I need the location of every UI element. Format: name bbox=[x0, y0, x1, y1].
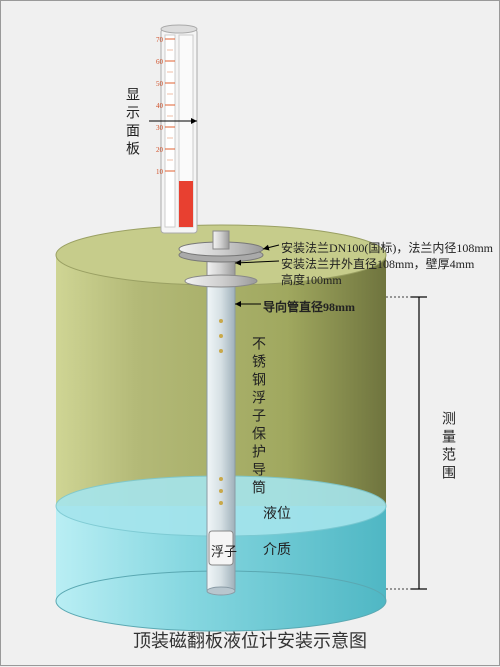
float-label: 浮子 bbox=[211, 541, 237, 560]
medium-label: 介质 bbox=[263, 539, 291, 559]
neck-height-label: 高度100mm bbox=[281, 271, 342, 288]
svg-text:10: 10 bbox=[156, 168, 164, 176]
svg-text:20: 20 bbox=[156, 146, 164, 154]
diagram-canvas: 70 60 50 40 30 20 10 显示面板 安装法兰DN100(国标)，法兰内径10… bbox=[1, 1, 499, 665]
svg-text:30: 30 bbox=[156, 124, 164, 132]
svg-text:50: 50 bbox=[156, 80, 164, 88]
svg-text:60: 60 bbox=[156, 58, 164, 66]
flange-spec-label: 安装法兰DN100(国标)，法兰内径108mm bbox=[281, 239, 493, 256]
guide-dia-label: 导向管直径98mm bbox=[263, 298, 355, 315]
neck-spec-label: 安装法兰井外直径108mm，壁厚4mm bbox=[281, 255, 474, 272]
svg-text:70: 70 bbox=[156, 36, 164, 44]
display-panel-label: 显示面板 bbox=[121, 87, 141, 159]
protect-tube-label: 不锈钢浮子保护导筒 bbox=[247, 336, 267, 498]
range-label: 测量范围 bbox=[437, 411, 457, 483]
liquid-level-label: 液位 bbox=[263, 503, 291, 523]
figure-caption: 顶装磁翻板液位计安装示意图 bbox=[1, 627, 499, 653]
svg-text:40: 40 bbox=[156, 102, 164, 110]
